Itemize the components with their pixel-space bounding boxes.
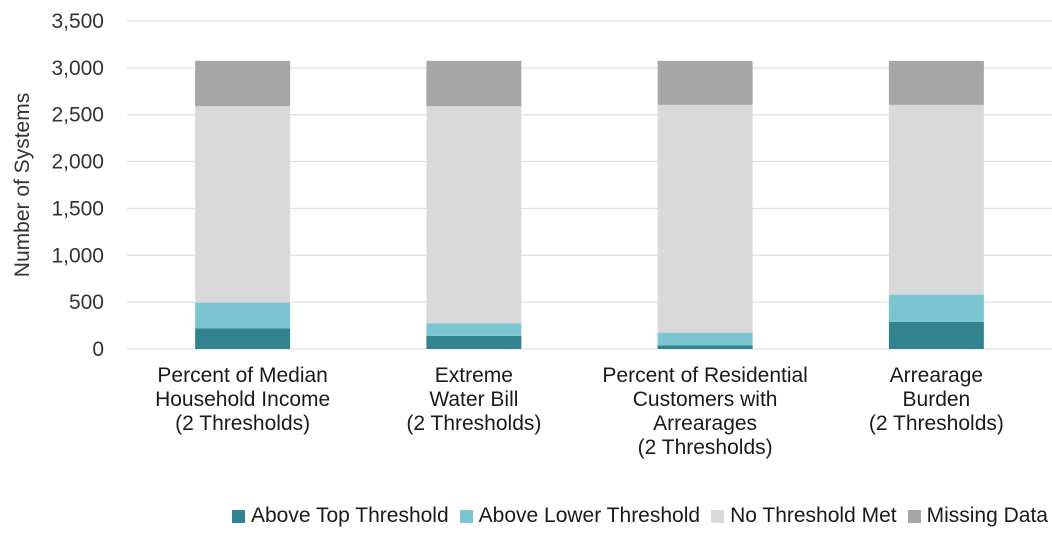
x-category-label: Customers with — [633, 388, 778, 411]
bar-segment-above-top-threshold — [888, 321, 984, 349]
legend-label: No Threshold Met — [730, 504, 897, 527]
x-category-label: (2 Thresholds) — [406, 412, 541, 435]
legend-swatch — [907, 509, 921, 523]
y-axis-title: Number of Systems — [11, 93, 34, 277]
x-category-label: (2 Thresholds) — [638, 436, 773, 459]
legend-item: Missing Data — [907, 504, 1048, 528]
x-category-label: Arrearage — [890, 364, 983, 387]
bar-segment-no-threshold-met — [888, 104, 984, 295]
bar-segment-above-lower-threshold — [426, 323, 522, 336]
x-category-label: Water Bill — [429, 388, 518, 411]
legend-swatch — [459, 509, 473, 523]
x-category-label: (2 Thresholds) — [869, 412, 1004, 435]
bar-segment-no-threshold-met — [657, 104, 753, 333]
x-category-label: Percent of Median — [157, 364, 327, 387]
bar-segment-no-threshold-met — [426, 106, 522, 324]
y-tick-label: 1,000 — [51, 244, 104, 267]
y-tick-label: 1,500 — [51, 197, 104, 220]
bar-segment-missing-data — [195, 60, 291, 107]
y-tick-label: 3,000 — [51, 57, 104, 80]
legend-swatch — [711, 509, 725, 523]
bar-segment-missing-data — [888, 60, 984, 105]
x-category-label: (2 Thresholds) — [175, 412, 310, 435]
y-tick-label: 3,500 — [51, 10, 104, 33]
bar-segment-above-lower-threshold — [195, 302, 291, 329]
legend-item: No Threshold Met — [711, 504, 897, 528]
legend: Above Top Threshold Above Lower Threshold… — [231, 504, 1048, 528]
legend-label: Missing Data — [926, 504, 1048, 527]
x-category-label: Arrearages — [653, 412, 757, 435]
bar-segment-above-lower-threshold — [888, 294, 984, 322]
x-category-label: Extreme — [435, 364, 513, 387]
bar-segment-above-top-threshold — [426, 335, 522, 349]
legend-item: Above Lower Threshold — [459, 504, 701, 528]
legend-label: Above Top Threshold — [250, 504, 449, 527]
y-tick-label: 2,500 — [51, 104, 104, 127]
legend-item: Above Top Threshold — [231, 504, 449, 528]
bar-segment-no-threshold-met — [195, 106, 291, 303]
x-category-label: Household Income — [155, 388, 330, 411]
x-category-label: Percent of Residential — [602, 364, 807, 387]
legend-label: Above Lower Threshold — [478, 504, 701, 527]
y-tick-label: 500 — [69, 291, 104, 314]
x-category-label: Burden — [903, 388, 971, 411]
bar-segment-above-top-threshold — [195, 328, 291, 349]
legend-swatch — [231, 509, 245, 523]
y-tick-label: 2,000 — [51, 151, 104, 174]
bar-segment-above-top-threshold — [657, 345, 753, 349]
bar-segment-missing-data — [426, 60, 522, 107]
bar-segment-missing-data — [657, 60, 753, 105]
bar-segment-above-lower-threshold — [657, 332, 753, 346]
y-tick-label: 0 — [92, 338, 104, 361]
